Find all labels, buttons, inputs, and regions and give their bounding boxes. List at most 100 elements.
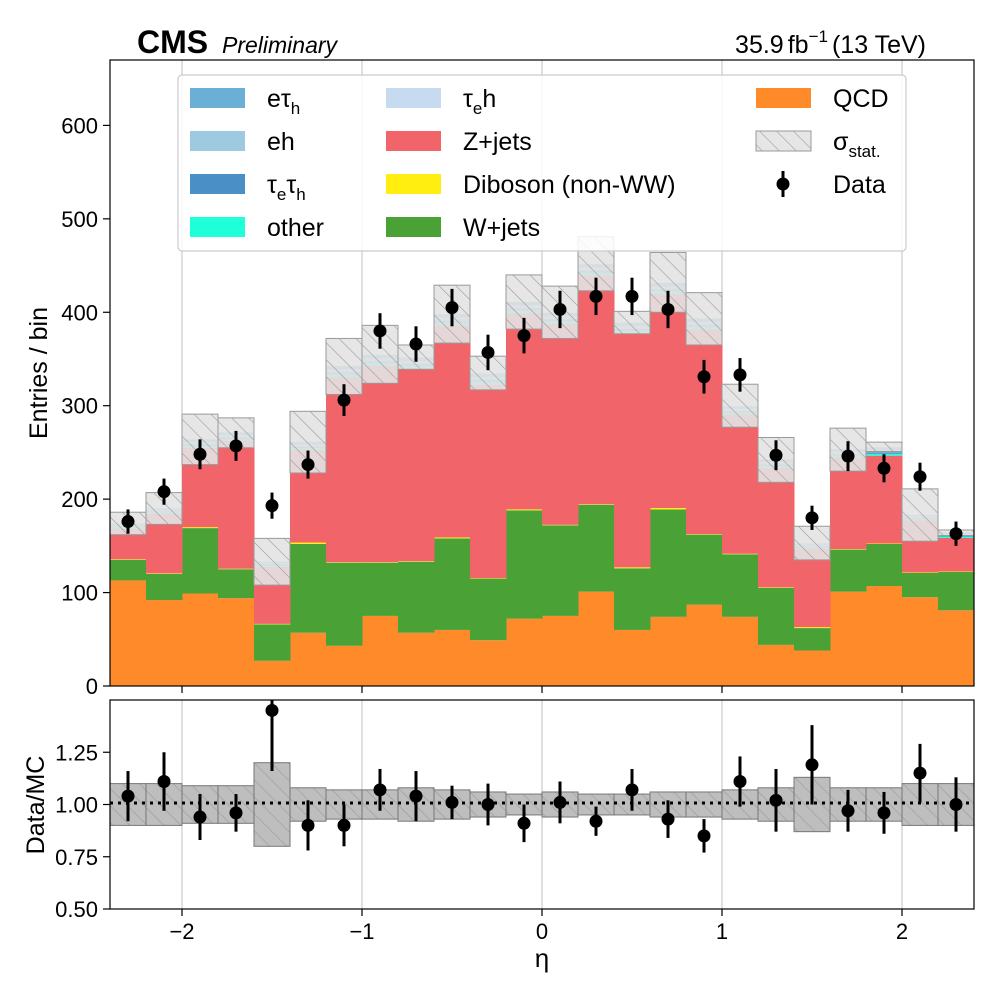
stack-bar [434,537,471,538]
stat-band-hatch [866,442,902,451]
legend-marker [777,178,790,191]
y-tick-label: 200 [61,487,98,512]
data-point [842,450,855,463]
ratio-point [482,798,495,811]
stack-bar [794,627,831,628]
data-point [194,448,207,461]
ratio-point [626,783,639,796]
x-axis-label: η [535,943,549,973]
stack-bar [542,616,579,686]
stack-bar [830,550,867,592]
ratio-y-tick-label: 1.00 [55,793,98,818]
data-point [734,368,747,381]
lumi-exp: −1 [809,27,828,46]
stack-bar [326,563,363,646]
legend-label-main-2: h [482,85,496,113]
stack-bar [290,544,327,633]
stack-bar [218,598,255,686]
stat-band-hatch [902,489,938,541]
legend-swatch [756,88,811,108]
legend-label-main-2: τ [286,171,296,199]
y-tick-label: 300 [61,394,98,419]
y-tick-label: 400 [61,300,98,325]
legend-label-main: Data [833,171,886,199]
stack-bar [326,646,363,686]
legend-label-main: τ [463,85,473,113]
data-point [230,439,243,452]
legend-label-main: eh [267,128,295,156]
stack-bar [938,572,975,610]
x-tick-label: 2 [896,919,908,944]
ratio-point [518,817,531,830]
legend-label-main: Z+jets [463,128,532,156]
stack-bar [578,505,615,592]
stack-bar [758,468,795,588]
legend-label-main: other [267,214,324,242]
stack-bar [758,645,795,686]
data-point [518,329,531,342]
legend-label-sub: h [291,99,300,118]
stack-bar [938,610,975,686]
stack-bar [434,538,471,630]
stack-bar [254,661,291,686]
stack-bar [902,597,939,686]
ratio-y-axis-label: Data/MC [22,756,50,855]
legend-label: eh [267,128,295,156]
stat-band-hatch [254,538,290,585]
stack-bar [470,385,507,578]
y-tick-label: 0 [86,674,98,699]
legend-label-main: Diboson (non-WW) [463,171,676,199]
ratio-point [410,790,423,803]
legend-label-main: τ [267,171,277,199]
stack-bar [470,579,507,641]
legend-swatch [190,217,245,237]
stack-bar [578,592,615,686]
stack-bar [182,528,219,593]
stack-bar [290,633,327,686]
ratio-point [770,794,783,807]
ratio-point [266,704,279,717]
stack-bar [146,574,183,600]
stack-bar [110,560,147,581]
stack-bar [542,324,579,525]
stack-bar [614,568,651,630]
ratio-point [194,811,207,824]
stack-bar [614,334,651,568]
stack-bar [254,624,291,660]
stack-bar [182,527,219,528]
stack-bar [362,563,399,616]
data-point [374,324,387,337]
x-tick-label: −2 [169,919,194,944]
lumi-value: 35.9 [735,31,784,59]
stat-band-hatch [686,293,722,345]
ratio-y-tick-label: 0.50 [55,897,98,922]
status-label: Preliminary [222,32,339,58]
data-point [554,303,567,316]
data-point [878,462,891,475]
stack-bar [362,366,399,562]
stack-bar [506,509,543,510]
data-point [338,394,351,407]
data-point [482,346,495,359]
data-point [302,458,315,471]
stack-bar [866,544,903,586]
stack-bar [722,617,759,686]
stack-bar [398,633,435,686]
data-point [662,303,675,316]
legend-label-sub: e [473,99,482,118]
stack-bar [722,554,759,617]
stack-bar [758,588,795,645]
stack-bar [362,616,399,686]
stack-bar [686,535,723,605]
data-point [626,290,639,303]
experiment-label: CMS [137,24,208,60]
ratio-y-tick-label: 0.75 [55,845,98,870]
stack-bar [182,594,219,686]
data-point [950,527,963,540]
stack-bar [146,600,183,686]
stack-bar [110,580,147,686]
stack-bar [650,617,687,686]
stack-bar [866,586,903,686]
